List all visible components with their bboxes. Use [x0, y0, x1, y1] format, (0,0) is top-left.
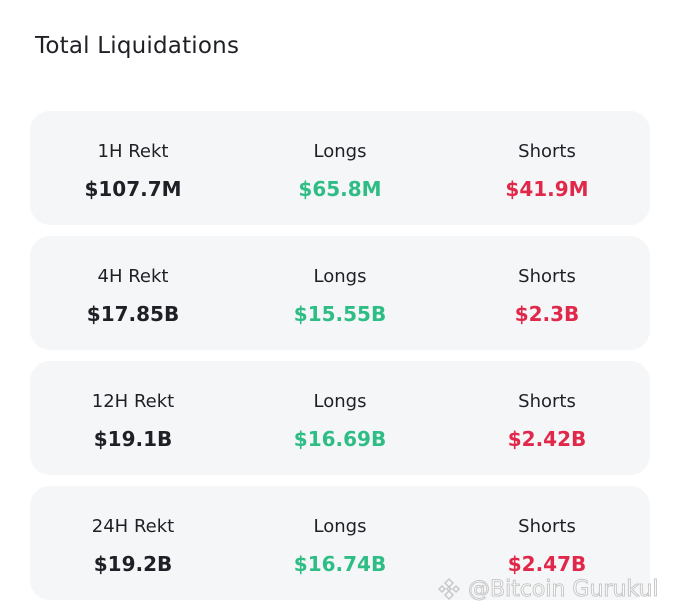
shorts-label: Shorts — [518, 391, 576, 412]
watermark: @Bitcoin Gurukul — [436, 576, 659, 602]
total-value: $17.85B — [86, 302, 180, 326]
shorts-value: $2.42B — [507, 427, 587, 451]
total-label: 12H Rekt — [91, 391, 175, 412]
shorts-label: Shorts — [518, 266, 576, 287]
longs-label: Longs — [313, 516, 367, 537]
liquidation-card: 1H Rekt $107.7M Longs $65.8M Shorts $41.9M — [30, 111, 650, 225]
liquidation-card: 24H Rekt $19.2B Longs $16.74B Shorts $2.47B — [30, 486, 650, 600]
longs-label: Longs — [313, 391, 367, 412]
liquidation-card: 4H Rekt $17.85B Longs $15.55B Shorts $2.3B — [30, 236, 650, 350]
total-value: $107.7M — [84, 177, 182, 201]
longs-label: Longs — [313, 141, 367, 162]
longs-value: $16.74B — [293, 552, 387, 576]
total-label: 1H Rekt — [97, 141, 169, 162]
shorts-value: $41.9M — [505, 177, 589, 201]
longs-value: $15.55B — [293, 302, 387, 326]
shorts-label: Shorts — [518, 516, 576, 537]
longs-label: Longs — [313, 266, 367, 287]
total-label: 24H Rekt — [91, 516, 175, 537]
shorts-value: $2.47B — [507, 552, 587, 576]
page-title: Total Liquidations — [35, 33, 240, 59]
shorts-value: $2.3B — [514, 302, 580, 326]
longs-value: $65.8M — [298, 177, 382, 201]
liquidation-card: 12H Rekt $19.1B Longs $16.69B Shorts $2.42B — [30, 361, 650, 475]
binance-logo-icon — [437, 577, 461, 601]
total-label: 4H Rekt — [97, 266, 169, 287]
shorts-label: Shorts — [518, 141, 576, 162]
watermark-text: @Bitcoin Gurukul — [468, 576, 660, 602]
total-value: $19.2B — [93, 552, 173, 576]
total-value: $19.1B — [93, 427, 173, 451]
longs-value: $16.69B — [293, 427, 387, 451]
